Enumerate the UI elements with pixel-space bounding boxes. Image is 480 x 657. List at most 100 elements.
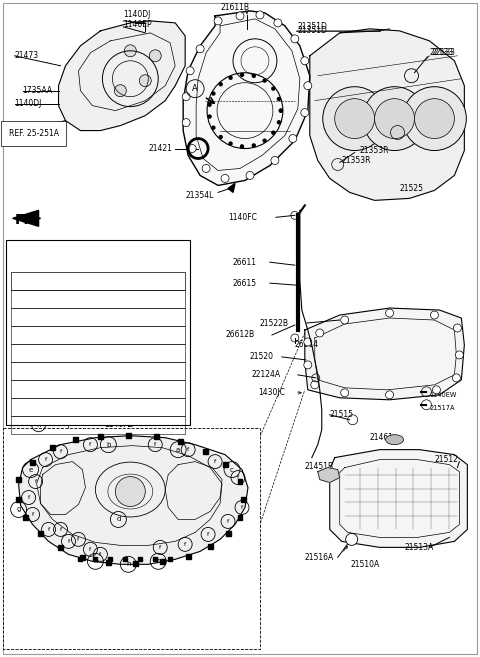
Text: 1140DJ: 1140DJ: [15, 99, 42, 108]
Text: f: f: [187, 447, 189, 452]
Circle shape: [431, 311, 438, 319]
Circle shape: [279, 109, 282, 112]
Circle shape: [240, 74, 243, 76]
Text: 26615: 26615: [232, 279, 256, 288]
Text: 21354R: 21354R: [418, 116, 447, 125]
Bar: [16, 477, 21, 482]
Text: h: h: [36, 422, 41, 428]
Circle shape: [188, 145, 196, 152]
Circle shape: [385, 309, 394, 317]
Text: VIEW: VIEW: [18, 249, 46, 260]
Bar: [11, 308, 185, 326]
Bar: [11, 344, 185, 362]
Polygon shape: [318, 468, 340, 482]
Text: 21354R: 21354R: [420, 111, 449, 120]
Bar: [11, 380, 185, 397]
Text: c: c: [230, 466, 234, 472]
Circle shape: [208, 103, 211, 106]
Circle shape: [374, 99, 415, 139]
Text: h: h: [126, 561, 131, 567]
Circle shape: [115, 476, 145, 507]
Circle shape: [263, 139, 266, 142]
Text: f: f: [37, 386, 40, 392]
Bar: [241, 497, 247, 502]
Circle shape: [323, 87, 386, 150]
Text: 21461: 21461: [370, 433, 394, 442]
Text: 21517A: 21517A: [430, 405, 455, 411]
Circle shape: [219, 83, 222, 85]
Text: 1140CG: 1140CG: [103, 367, 133, 375]
Circle shape: [196, 45, 204, 53]
Bar: [178, 439, 183, 444]
Text: 21421: 21421: [148, 144, 172, 153]
Circle shape: [272, 131, 275, 134]
Bar: [153, 557, 157, 561]
Bar: [23, 515, 28, 520]
Bar: [73, 437, 78, 442]
Polygon shape: [59, 21, 185, 131]
Text: 21351D: 21351D: [298, 22, 328, 32]
Bar: [160, 559, 165, 564]
Text: d: d: [116, 516, 120, 522]
Text: f: f: [99, 552, 101, 557]
Circle shape: [385, 391, 394, 399]
Text: f: f: [27, 495, 30, 500]
Circle shape: [182, 93, 190, 101]
Circle shape: [252, 144, 255, 147]
Bar: [3, 428, 260, 649]
Text: a: a: [176, 447, 180, 453]
Circle shape: [240, 145, 243, 148]
Polygon shape: [183, 11, 310, 185]
Text: 21353R: 21353R: [360, 146, 389, 155]
Circle shape: [212, 126, 215, 129]
Text: 22133: 22133: [430, 49, 454, 57]
Circle shape: [341, 316, 348, 324]
Bar: [207, 544, 213, 549]
Bar: [203, 449, 207, 454]
Polygon shape: [12, 210, 38, 226]
Circle shape: [432, 386, 441, 394]
Bar: [186, 554, 191, 559]
Circle shape: [277, 97, 280, 101]
Circle shape: [304, 361, 312, 369]
Text: 1140EX: 1140EX: [104, 330, 133, 340]
Bar: [80, 555, 85, 560]
Circle shape: [452, 374, 460, 382]
Text: b: b: [36, 314, 41, 320]
Text: 21515: 21515: [330, 410, 354, 419]
Text: PNC: PNC: [109, 277, 127, 286]
Text: 21522B: 21522B: [260, 319, 289, 328]
Text: e: e: [36, 368, 41, 374]
Circle shape: [208, 115, 211, 118]
Circle shape: [182, 119, 190, 127]
Circle shape: [252, 74, 255, 78]
Bar: [226, 531, 230, 536]
Circle shape: [291, 35, 299, 43]
Bar: [11, 416, 185, 434]
Bar: [238, 479, 242, 484]
Bar: [138, 557, 142, 561]
Circle shape: [212, 92, 215, 95]
Bar: [106, 560, 111, 565]
Text: f: f: [48, 527, 49, 532]
Text: f: f: [159, 545, 161, 550]
Bar: [50, 445, 55, 450]
Circle shape: [403, 87, 467, 150]
Circle shape: [415, 99, 455, 139]
Bar: [11, 362, 185, 380]
Circle shape: [277, 121, 280, 124]
Text: f: f: [237, 475, 239, 480]
Polygon shape: [19, 436, 248, 564]
Text: e: e: [28, 466, 33, 472]
Text: 22124A: 22124A: [252, 371, 281, 379]
Text: 1140EW: 1140EW: [430, 392, 457, 397]
Text: f: f: [89, 442, 92, 447]
Circle shape: [246, 171, 254, 179]
Text: f: f: [60, 527, 61, 532]
Circle shape: [229, 142, 232, 145]
Text: 21510A: 21510A: [350, 560, 379, 569]
Circle shape: [311, 381, 319, 389]
Text: 21520: 21520: [250, 352, 274, 361]
Circle shape: [279, 109, 282, 112]
Text: 26614: 26614: [295, 340, 319, 350]
